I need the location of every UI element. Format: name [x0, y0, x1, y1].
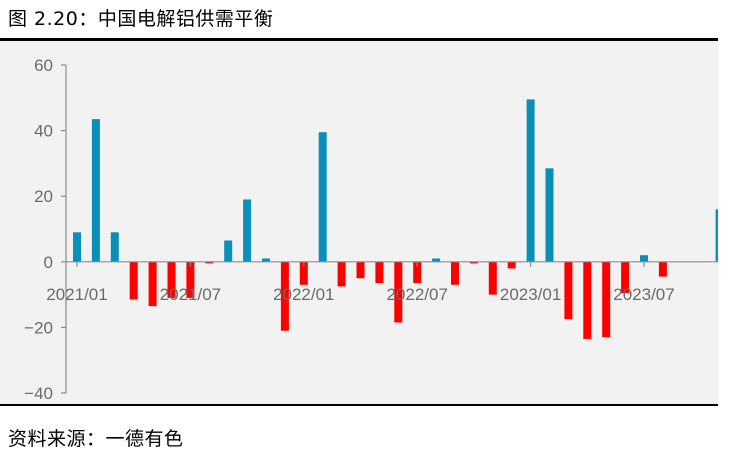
bar-2023-01: [526, 99, 535, 262]
bar-2022-02: [318, 132, 327, 262]
bar-chart: 60 40 20 0 −20 −40 2021/01 2021/07 2022/01 2022/0…: [24, 56, 718, 403]
bar-2022-12: [507, 261, 516, 269]
bar-2022-06: [394, 261, 403, 323]
top-rule: [0, 38, 718, 41]
bar-2022-01: [299, 261, 308, 285]
bar-2021-03: [110, 232, 119, 262]
bar-2021-02: [91, 119, 100, 262]
bar-2021-08: [205, 261, 214, 264]
bar-2023-11: [715, 209, 718, 262]
bar-2022-10: [469, 261, 478, 264]
bar-2022-04: [356, 261, 365, 279]
bar-2023-03: [564, 261, 573, 320]
y-tick-label: −40: [24, 384, 53, 403]
bar-2023-06: [621, 261, 630, 293]
source-note: 资料来源：一德有色: [8, 428, 184, 450]
y-tick-label: 20: [34, 187, 53, 206]
bar-2021-01: [73, 232, 81, 262]
x-tick-label: 2022/01: [273, 285, 334, 304]
figure-title: 图 2.20：中国电解铝供需平衡: [8, 8, 274, 30]
bar-2023-08: [658, 261, 667, 277]
bar-2021-04: [129, 261, 138, 300]
bar-2021-09: [224, 240, 233, 262]
bottom-rule: [0, 404, 718, 406]
x-tick-label: 2023/01: [500, 285, 561, 304]
bar-2021-05: [148, 261, 157, 307]
bar-2022-07: [413, 261, 422, 284]
y-tick-label: 60: [34, 56, 53, 75]
y-tick-label: 0: [44, 253, 53, 272]
bar-2021-06: [167, 261, 176, 298]
bar-2023-07: [640, 255, 648, 262]
bar-2022-08: [432, 258, 441, 262]
bar-2022-05: [375, 261, 384, 284]
bar-2021-12: [280, 261, 289, 331]
x-tick-label: 2021/07: [160, 285, 221, 304]
x-tick-label: 2021/01: [46, 285, 107, 304]
bar-2023-04: [583, 261, 592, 339]
x-tick-label: 2022/07: [386, 285, 447, 304]
x-tick-label: 2023/07: [613, 285, 674, 304]
bar-2023-05: [602, 261, 611, 338]
bar-2023-02: [545, 168, 554, 262]
plot-background: [0, 41, 718, 404]
y-tick-label: 40: [34, 122, 53, 141]
y-tick-label: −20: [24, 318, 53, 337]
bar-2022-11: [488, 261, 497, 295]
bar-2021-10: [243, 199, 252, 262]
bar-2022-09: [451, 261, 459, 285]
bar-2022-03: [337, 261, 346, 287]
bar-2021-11: [262, 258, 270, 262]
bar-2021-07: [186, 261, 195, 298]
